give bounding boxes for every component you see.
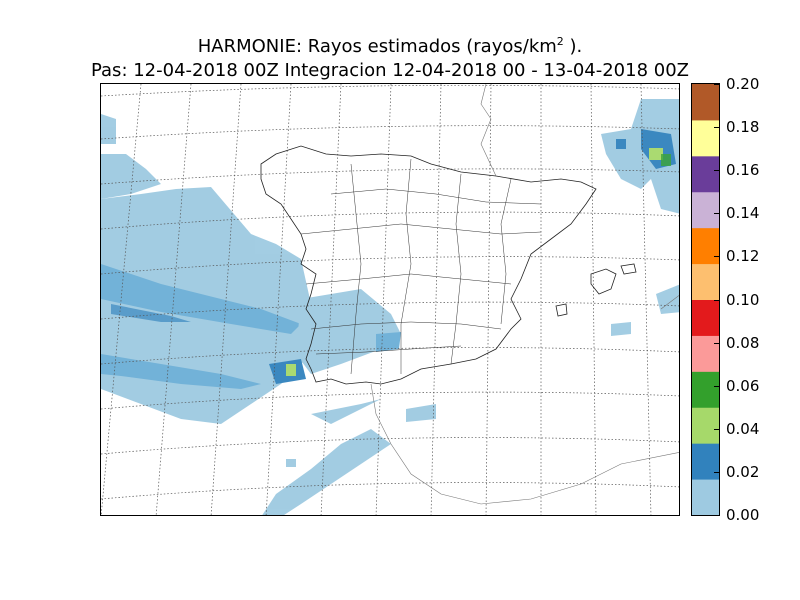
colorbar-tick-mark (714, 471, 720, 473)
colorbar-tick-label: 0.10 (726, 290, 760, 309)
field-west-upper (101, 154, 161, 199)
map-canvas (101, 84, 679, 515)
colorbar-segment (692, 443, 719, 480)
lightning-density-field (101, 99, 679, 515)
country-borders (370, 84, 679, 505)
colorbar-tick-mark (714, 84, 720, 85)
colorbar-segment (692, 335, 719, 372)
colorbar-segment (692, 371, 719, 408)
colorbar-tick-label: 0.02 (726, 462, 760, 481)
lightning-map (100, 83, 680, 516)
colorbar-segment (692, 479, 719, 515)
field-west-low (101, 354, 261, 389)
balearic-ibiza (555, 303, 568, 317)
field-peak-ne (649, 148, 663, 160)
colorbar-tick-mark (714, 385, 720, 387)
colorbar-segment (692, 227, 719, 265)
field-ne-small (616, 139, 626, 149)
colorbar-tick-label: 0.06 (726, 376, 760, 395)
colorbar-segment (692, 407, 719, 444)
field-peak-ne-edge (661, 154, 671, 166)
colorbar-tick-mark (714, 170, 720, 172)
colorbar-segment (692, 155, 719, 193)
field-south-patch (311, 399, 381, 424)
chart-title-line2: Pas: 12-04-2018 00Z Integracion 12-04-20… (90, 60, 689, 81)
colorbar-gradient (692, 84, 719, 515)
province-borders (300, 158, 542, 375)
colorbar-tick-label: 0.18 (726, 118, 760, 137)
colorbar-segment (692, 84, 719, 121)
field-centre-patches (296, 289, 401, 374)
chart-title-line1: HARMONIE: Rayos estimados (rayos/km2 ). (197, 35, 583, 57)
colorbar-tick-label: 0.00 (726, 506, 760, 524)
field-west-mid (101, 264, 301, 334)
field-small2 (406, 404, 436, 422)
colorbar-segment (692, 263, 719, 300)
colorbar-tick-label: 0.20 (726, 75, 760, 93)
field-nw-blob (101, 114, 116, 144)
colorbar-segment (692, 299, 719, 336)
field-small3 (376, 332, 401, 352)
colorbar-tick-mark (714, 213, 720, 215)
field-south-strip (262, 429, 391, 515)
colorbar-tick-mark (714, 428, 720, 430)
field-ne-cluster (601, 99, 679, 214)
colorbar-tick-label: 0.12 (726, 247, 760, 266)
colorbar-tick-mark (714, 127, 720, 129)
colorbar-tick-mark (714, 256, 720, 258)
balearic-menorca (620, 263, 637, 275)
field-small4 (611, 322, 631, 336)
colorbar-tick-label: 0.04 (726, 419, 760, 438)
colorbar-tick-mark (714, 515, 720, 516)
colorbar-tick-label: 0.14 (726, 204, 760, 223)
colorbar (691, 83, 720, 516)
field-west-dark1 (111, 304, 191, 322)
colorbar-segment (692, 119, 719, 157)
colorbar-tick-label: 0.08 (726, 333, 760, 352)
field-small5 (656, 284, 679, 314)
field-peak-west (286, 364, 296, 376)
field-small6 (271, 269, 301, 281)
graticule (101, 84, 679, 515)
colorbar-segment (692, 191, 719, 229)
balearic-mallorca (590, 268, 617, 295)
colorbar-tick-label: 0.16 (726, 161, 760, 180)
peninsula-outline (260, 145, 637, 385)
colorbar-tick-mark (714, 342, 720, 344)
field-small1 (286, 459, 296, 467)
colorbar-tick-mark (714, 299, 720, 301)
